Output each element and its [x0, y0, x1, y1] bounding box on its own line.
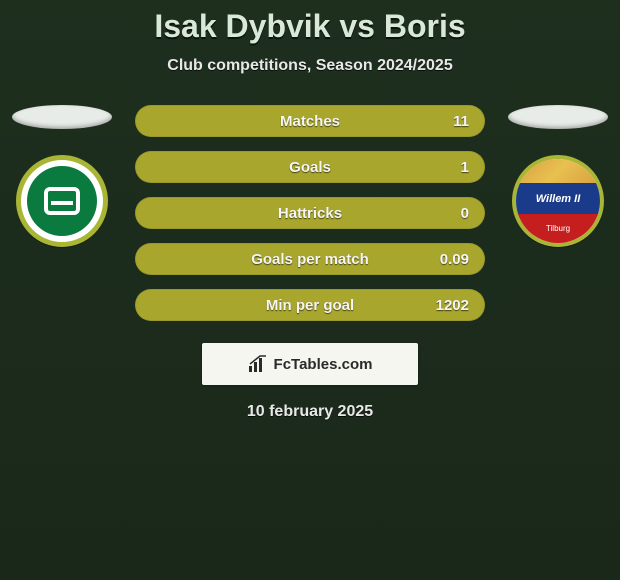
stat-value: 1202 — [429, 297, 469, 314]
stat-value: 11 — [429, 113, 469, 130]
attribution-text: FcTables.com — [274, 356, 373, 373]
stat-label: Goals per match — [191, 251, 429, 268]
comparison-row: Matches 11 Goals 1 Hattricks 0 Goals per… — [0, 105, 620, 321]
page-title: Isak Dybvik vs Boris — [0, 8, 620, 45]
stat-bar: Goals 1 — [135, 151, 485, 183]
right-player-avatar — [508, 105, 608, 129]
willem-mid-label: Willem II — [516, 183, 600, 217]
willem-bot-label: Tilburg — [516, 214, 600, 243]
stat-value: 0 — [429, 205, 469, 222]
willem-crown-icon — [516, 159, 600, 184]
left-team-badge-inner — [27, 166, 97, 236]
left-player-column — [7, 105, 117, 247]
chart-icon — [248, 355, 268, 373]
left-player-avatar — [12, 105, 112, 129]
stat-value: 1 — [429, 159, 469, 176]
groningen-logo-icon — [44, 187, 80, 215]
stat-label: Hattricks — [191, 205, 429, 222]
stat-label: Matches — [191, 113, 429, 130]
subtitle: Club competitions, Season 2024/2025 — [0, 57, 620, 75]
stat-bar: Hattricks 0 — [135, 197, 485, 229]
attribution-badge[interactable]: FcTables.com — [202, 343, 418, 385]
right-player-column: Willem II Tilburg — [503, 105, 613, 247]
stat-bar: Matches 11 — [135, 105, 485, 137]
stat-value: 0.09 — [429, 251, 469, 268]
stat-label: Goals — [191, 159, 429, 176]
date-label: 10 february 2025 — [0, 403, 620, 421]
comparison-infographic: Isak Dybvik vs Boris Club competitions, … — [0, 0, 620, 421]
right-team-badge: Willem II Tilburg — [512, 155, 604, 247]
left-team-badge — [16, 155, 108, 247]
stat-bar: Goals per match 0.09 — [135, 243, 485, 275]
stat-bar: Min per goal 1202 — [135, 289, 485, 321]
stat-label: Min per goal — [191, 297, 429, 314]
stats-column: Matches 11 Goals 1 Hattricks 0 Goals per… — [135, 105, 485, 321]
